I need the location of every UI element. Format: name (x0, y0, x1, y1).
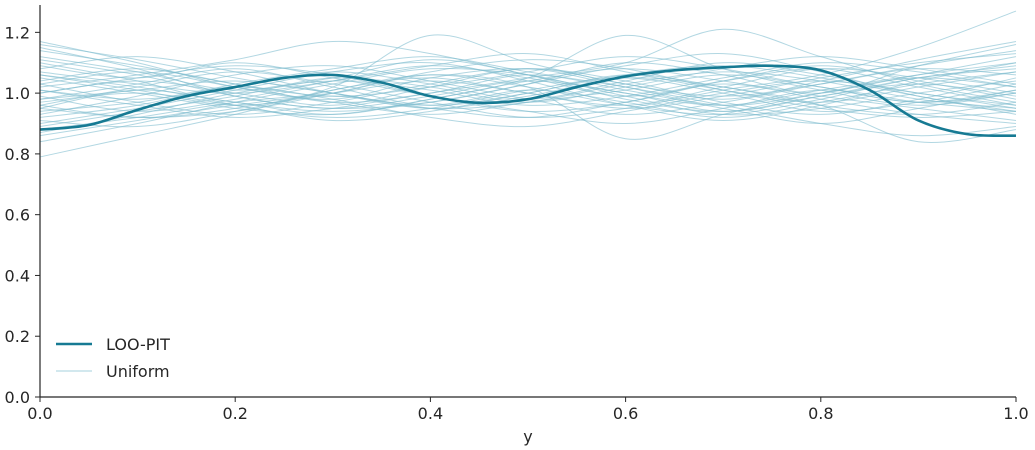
uniform-sample-line (39, 62, 1017, 134)
y-tick-label: 1.2 (5, 23, 30, 42)
x-tick-label: 0.4 (418, 404, 443, 423)
legend-label-uniform: Uniform (106, 362, 170, 381)
uniform-sample-line (39, 34, 1017, 115)
uniform-sample-line (39, 83, 1017, 137)
uniform-sample-line (39, 68, 1017, 121)
y-tick-label: 1.0 (5, 84, 30, 103)
uniform-sample-line (39, 40, 1017, 106)
x-tick-label: 0.8 (808, 404, 833, 423)
uniform-sample-line (39, 44, 1017, 118)
legend: LOO-PIT Uniform (56, 335, 170, 381)
uniform-sample-line (39, 53, 1017, 131)
loo-pit-line-group (39, 64, 1017, 138)
x-tick-label: 1.0 (1003, 404, 1028, 423)
uniform-lines (39, 10, 1017, 158)
x-axis-ticks: 0.0 0.2 0.4 0.6 0.8 1.0 (27, 397, 1029, 423)
uniform-sample-line (39, 71, 1017, 115)
uniform-sample-line (39, 74, 1017, 140)
y-tick-label: 0.0 (5, 388, 30, 407)
loo-pit-line (39, 64, 1017, 138)
uniform-sample-line (39, 56, 1017, 137)
y-tick-label: 0.6 (5, 206, 30, 225)
x-tick-label: 0.6 (613, 404, 638, 423)
x-tick-label: 0.2 (222, 404, 247, 423)
x-tick-label: 0.0 (27, 404, 52, 423)
uniform-sample-line (39, 56, 1017, 115)
x-axis-title: y (523, 427, 532, 446)
legend-label-loo-pit: LOO-PIT (106, 335, 170, 354)
y-tick-label: 0.4 (5, 266, 30, 285)
y-tick-label: 0.2 (5, 327, 30, 346)
y-tick-label: 0.8 (5, 145, 30, 164)
y-axis-ticks: 0.0 0.2 0.4 0.6 0.8 1.0 1.2 (5, 23, 40, 407)
